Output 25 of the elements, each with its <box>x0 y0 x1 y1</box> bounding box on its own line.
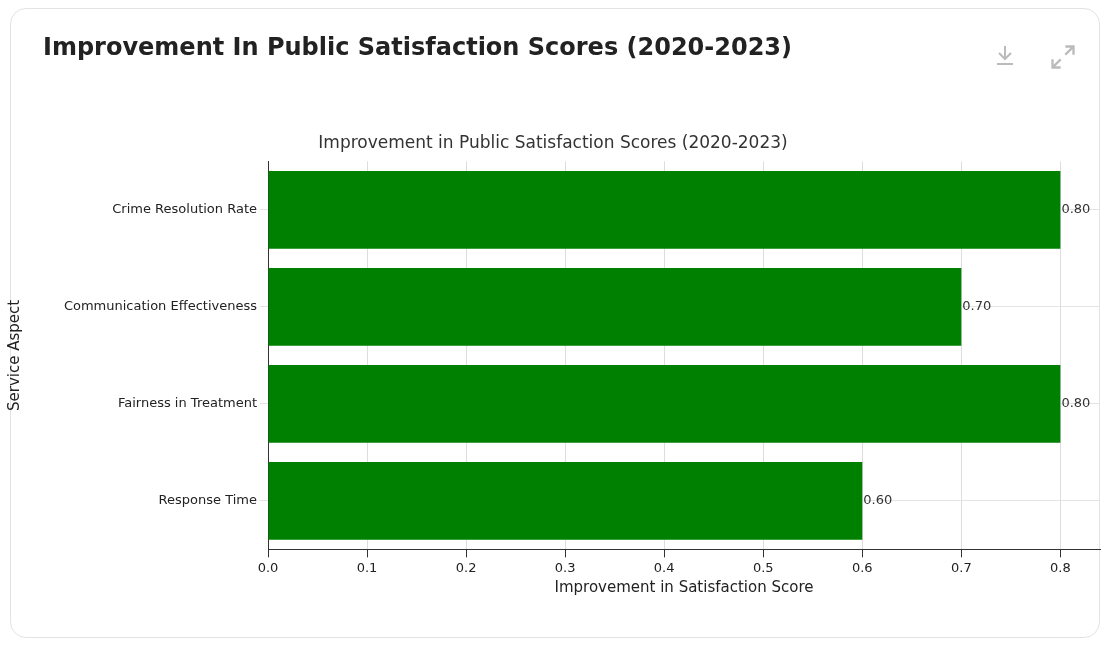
x-tick-label: 0.4 <box>653 559 675 575</box>
bar <box>268 171 1061 249</box>
x-tick-label: 0.5 <box>752 559 774 575</box>
x-tick-label: 0.7 <box>950 559 972 575</box>
x-tick-label: 0.1 <box>356 559 378 575</box>
y-tick-label: Communication Effectiveness <box>63 298 258 314</box>
y-axis-title: Service Aspect <box>4 299 23 411</box>
x-tick-label: 0.3 <box>554 559 576 575</box>
x-tick-label: 0.6 <box>851 559 873 575</box>
x-axis-title: Improvement in Satisfaction Score <box>554 577 814 596</box>
data-label: 0.60 <box>863 492 893 508</box>
x-tick-label: 0.2 <box>455 559 477 575</box>
chart-subtitle: Improvement in Public Satisfaction Scores (2020-2023) <box>318 131 788 152</box>
data-label: 0.70 <box>962 298 992 314</box>
bar <box>268 268 962 346</box>
y-tick-label: Fairness in Treatment <box>117 395 257 411</box>
x-tick-label: 0.0 <box>257 559 279 575</box>
data-label: 0.80 <box>1061 201 1091 217</box>
bar <box>268 365 1061 443</box>
y-tick-label: Crime Resolution Rate <box>112 201 257 217</box>
x-tick-label: 0.8 <box>1050 559 1071 575</box>
data-label: 0.80 <box>1061 395 1091 411</box>
y-tick-label: Response Time <box>158 492 257 508</box>
bar <box>268 462 863 540</box>
chart-title: Improvement In Public Satisfaction Scores (2020-2023) <box>43 33 793 61</box>
